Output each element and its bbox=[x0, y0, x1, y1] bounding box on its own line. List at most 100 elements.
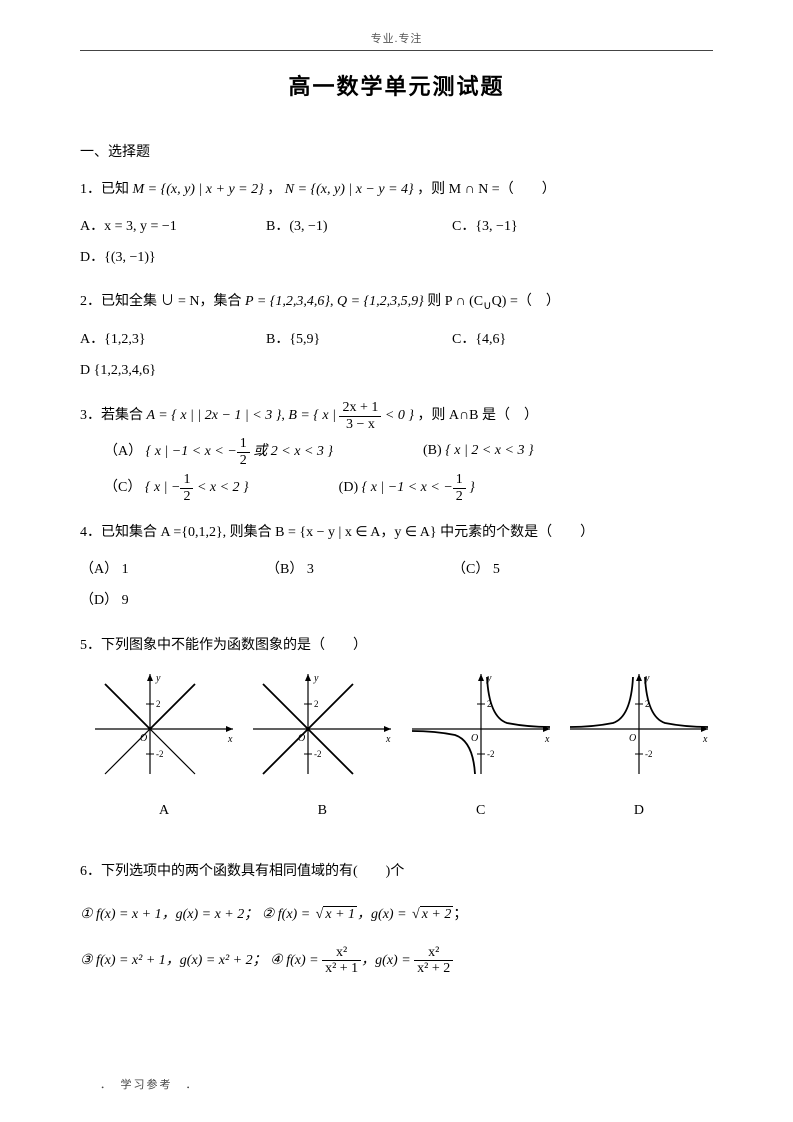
q3-opt-B: (B) { x | 2 < x < 3 } bbox=[423, 436, 534, 468]
q3-set-B-suf: < 0 } bbox=[385, 409, 414, 424]
q3-D-frac: 12 bbox=[453, 472, 466, 504]
q1-opt-A: A．x = 3, y = −1 bbox=[80, 212, 230, 243]
q6-i1: ① f(x) = x + 1，g(x) = x + 2； bbox=[80, 907, 258, 922]
q6-i4-f-d: x² + 1 bbox=[322, 961, 361, 976]
q1-opt-B: B．(3, −1) bbox=[266, 212, 416, 243]
q3-A-set-mid: 或 2 < x < 3 } bbox=[250, 444, 333, 459]
graphs-row: x y O 2 -2 bbox=[90, 669, 713, 792]
section-title: 一、选择题 bbox=[80, 141, 713, 161]
q6-i2-mid: ，g(x) = bbox=[357, 907, 410, 922]
q3-C-frac-n: 1 bbox=[180, 472, 193, 488]
question-1: 1．已知 M = {(x, y) | x + y = 2} ， N = {(x,… bbox=[80, 175, 713, 273]
graph-label-A: A bbox=[90, 796, 238, 827]
q3-D-frac-n: 1 bbox=[453, 472, 466, 488]
svg-text:x: x bbox=[385, 734, 391, 745]
q6-i4-f-n: x² bbox=[322, 945, 361, 961]
graph-D: x y O 2 -2 bbox=[565, 669, 713, 792]
q3-A-frac-d: 2 bbox=[237, 453, 250, 468]
graph-D-svg: x y O 2 -2 bbox=[565, 669, 713, 779]
svg-text:2: 2 bbox=[314, 699, 319, 709]
svg-text:y: y bbox=[313, 673, 319, 684]
q5-stem: 5．下列图象中不能作为函数图象的是（ ） bbox=[80, 638, 367, 653]
q4-opt-C: （C） 5 bbox=[452, 555, 602, 586]
q2-sub: ∪ bbox=[483, 299, 492, 312]
graph-A-svg: x y O 2 -2 bbox=[90, 669, 238, 779]
q3-D-set-pre: { x | −1 < x < − bbox=[362, 480, 453, 495]
q6-stem: 6．下列选项中的两个函数具有相同值域的有( )个 bbox=[80, 864, 404, 879]
q6-i4-pre: ④ f(x) = bbox=[270, 953, 322, 968]
page-title: 高一数学单元测试题 bbox=[80, 69, 713, 101]
q4-stem: 4．已知集合 A ={0,1,2}, 则集合 B = {x − y | x ∈ … bbox=[80, 525, 594, 540]
q3-D-frac-d: 2 bbox=[453, 489, 466, 504]
graph-C-svg: x y O 2 -2 bbox=[407, 669, 555, 779]
q3-opt-A: （A） { x | −1 < x < −12 或 2 < x < 3 } bbox=[104, 436, 333, 468]
graph-C: x y O 2 -2 bbox=[407, 669, 555, 792]
q1-set-N: N = {(x, y) | x − y = 4} bbox=[285, 182, 414, 197]
q3-A-frac: 12 bbox=[237, 436, 250, 468]
q2-opt-C: C．{4,6} bbox=[452, 325, 602, 356]
q2-opt-B: B．{5,9} bbox=[266, 325, 416, 356]
q3-frac-n: 2x + 1 bbox=[339, 400, 381, 416]
header-label: 专业.专注 bbox=[80, 30, 713, 46]
svg-text:O: O bbox=[629, 733, 636, 744]
svg-text:-2: -2 bbox=[156, 749, 164, 759]
q3-set-B-pre: B = { x | bbox=[288, 409, 339, 424]
q3-D-pre: (D) bbox=[339, 480, 358, 495]
q3-A-pre: （A） bbox=[104, 444, 142, 459]
q2-stem-suffix: Q) =（ ） bbox=[492, 294, 560, 309]
svg-text:-2: -2 bbox=[487, 749, 495, 759]
q1-opt-D: D．{(3, −1)} bbox=[80, 243, 156, 274]
q6-i3: ③ f(x) = x² + 1，g(x) = x² + 2； bbox=[80, 953, 267, 968]
svg-text:x: x bbox=[702, 734, 708, 745]
q4-opt-B: （B） 3 bbox=[266, 555, 416, 586]
q4-opt-D: （D） 9 bbox=[80, 586, 129, 617]
footer-label: ． 学习参考 ． bbox=[100, 1076, 199, 1092]
q3-D-set-suf: } bbox=[466, 480, 475, 495]
graph-B: x y O 2 -2 bbox=[248, 669, 396, 792]
q1-stem-prefix: 1．已知 bbox=[80, 182, 133, 197]
svg-text:O: O bbox=[471, 733, 478, 744]
question-5: 5．下列图象中不能作为函数图象的是（ ） x y O 2 -2 bbox=[80, 631, 713, 827]
question-6: 6．下列选项中的两个函数具有相同值域的有( )个 ① f(x) = x + 1，… bbox=[80, 857, 713, 977]
q3-stem-mid: ，则 A∩B 是（ ） bbox=[417, 409, 538, 424]
q3-opt-C: （C） { x | −12 < x < 2 } bbox=[104, 472, 249, 504]
q3-C-frac: 12 bbox=[180, 472, 193, 504]
q3-C-frac-d: 2 bbox=[180, 489, 193, 504]
graph-label-C: C bbox=[407, 796, 555, 827]
graph-labels: A B C D bbox=[90, 796, 713, 827]
q3-B-set: { x | 2 < x < 3 } bbox=[445, 443, 533, 458]
q6-i2-suf: ； bbox=[453, 907, 467, 922]
q3-opt-D: (D) { x | −1 < x < −12 } bbox=[339, 472, 475, 504]
svg-text:-2: -2 bbox=[645, 749, 653, 759]
q4-opt-A: （A） 1 bbox=[80, 555, 230, 586]
q3-B-pre: (B) bbox=[423, 443, 442, 458]
q6-line1: ① f(x) = x + 1，g(x) = x + 2； ② f(x) = √x… bbox=[80, 900, 713, 931]
question-2: 2．已知全集 ∪ = N，集合 P = {1,2,3,4,6}, Q = {1,… bbox=[80, 287, 713, 386]
q2-stem-mid: 则 P ∩ (C bbox=[427, 294, 483, 309]
q2-stem-prefix: 2．已知全集 ∪ = N，集合 bbox=[80, 294, 245, 309]
q2-opt-A: A．{1,2,3} bbox=[80, 325, 230, 356]
question-3: 3．若集合 A = { x | | 2x − 1 | < 3 }, B = { … bbox=[80, 400, 713, 504]
q3-A-frac-n: 1 bbox=[237, 436, 250, 452]
question-4: 4．已知集合 A ={0,1,2}, 则集合 B = {x − y | x ∈ … bbox=[80, 518, 713, 616]
header-rule bbox=[80, 50, 713, 51]
q1-opt-C: C．{3, −1} bbox=[452, 212, 602, 243]
graph-label-B: B bbox=[248, 796, 396, 827]
q2-opt-D: D {1,2,3,4,6} bbox=[80, 356, 156, 387]
q6-i2-sqrt2: √x + 2 bbox=[410, 900, 453, 931]
svg-text:x: x bbox=[227, 734, 233, 745]
svg-text:-2: -2 bbox=[314, 749, 322, 759]
q3-set-A: A = { x | | 2x − 1 | < 3 } bbox=[147, 409, 282, 424]
q6-i2-sqrt1-rad: x + 1 bbox=[323, 906, 357, 922]
q3-C-set-suf: < x < 2 } bbox=[193, 480, 248, 495]
q3-C-pre: （C） bbox=[104, 480, 141, 495]
q1-set-M: M = {(x, y) | x + y = 2} bbox=[133, 182, 264, 197]
q3-stem-prefix: 3．若集合 bbox=[80, 409, 147, 424]
q3-frac: 2x + 1 3 − x bbox=[339, 400, 381, 432]
q1-comma: ， bbox=[267, 182, 281, 197]
q2-set-P: P = {1,2,3,4,6} bbox=[245, 294, 330, 309]
graph-A: x y O 2 -2 bbox=[90, 669, 238, 792]
q6-i2-pre: ② f(x) = bbox=[262, 907, 314, 922]
q1-stem-suffix: ，则 M ∩ N =（ ） bbox=[417, 182, 556, 197]
graph-label-D: D bbox=[565, 796, 713, 827]
